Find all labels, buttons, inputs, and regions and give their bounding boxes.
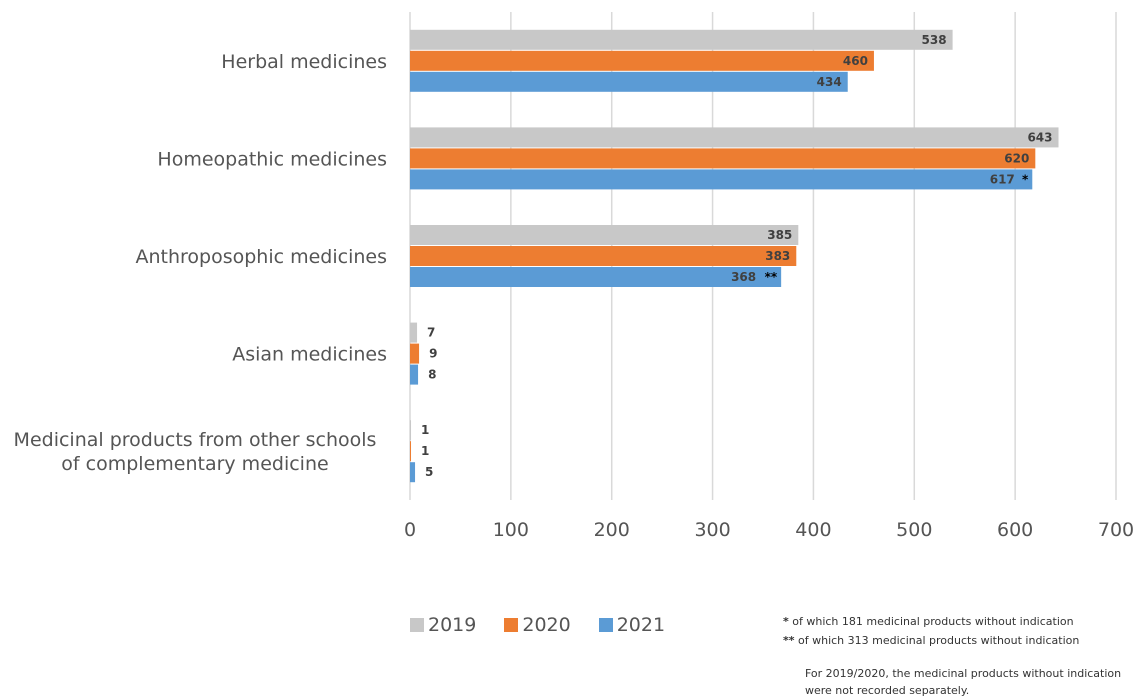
bar-2020 (410, 343, 420, 364)
bar-2021 (410, 364, 419, 385)
footnote-single-text: of which 181 medicinal products without … (792, 615, 1074, 628)
legend: 2019 2020 2021 (410, 614, 665, 636)
legend-label: 2019 (428, 614, 477, 636)
legend-swatch (410, 618, 424, 632)
value-label: 617 (990, 172, 1015, 186)
value-label: 620 (1004, 151, 1029, 165)
x-tick-label: 600 (997, 519, 1033, 541)
footnotes: * of which 181 medicinal products withou… (783, 612, 1079, 650)
x-tick-label: 100 (493, 519, 529, 541)
value-label: 9 (429, 347, 437, 361)
category-label: of complementary medicine (61, 453, 328, 475)
category-label: Homeopathic medicines (157, 148, 387, 170)
category-labels: Herbal medicines Homeopathic medicines Ant… (14, 51, 387, 475)
bar-2020 (410, 441, 412, 462)
legend-label: 2021 (616, 614, 666, 636)
bar-2021 (410, 71, 848, 92)
bar-2021 (410, 267, 782, 287)
legend-item-2021: 2021 (598, 614, 666, 636)
value-label: 1 (421, 444, 429, 458)
bar-2019 (410, 420, 412, 441)
value-label: 460 (843, 54, 868, 68)
x-tick-label: 0 (404, 519, 416, 541)
bar-2021 (410, 462, 416, 483)
category-label: Anthroposophic medicines (135, 246, 387, 268)
x-tick-label: 400 (795, 519, 831, 541)
bar-2020 (410, 148, 1036, 169)
bar-2019 (410, 29, 953, 50)
category-label: Herbal medicines (221, 51, 387, 73)
value-label: 7 (427, 326, 435, 340)
category-label: Asian medicines (232, 344, 387, 366)
legend-swatch (598, 618, 613, 632)
bar-2020 (410, 246, 797, 266)
legend-swatch (504, 618, 519, 632)
footnote-single: * of which 181 medicinal products withou… (783, 612, 1079, 631)
bar-2020 (410, 50, 874, 71)
value-label: 538 (922, 33, 947, 47)
legend-item-2019: 2019 (410, 614, 476, 636)
x-tick-label: 200 (594, 519, 630, 541)
x-tick-label: 500 (896, 519, 932, 541)
x-tick-label: 700 (1098, 519, 1134, 541)
value-label: 5 (425, 465, 433, 479)
footnote-marker: ** (765, 270, 778, 284)
legend-label: 2020 (522, 614, 571, 636)
value-label: 434 (817, 75, 842, 89)
footnote-extra: For 2019/2020, the medicinal products wi… (805, 667, 1122, 697)
footnote-double: ** of which 313 medicinal products witho… (783, 631, 1079, 650)
value-label: 8 (428, 368, 436, 382)
value-label: 1 (421, 423, 429, 437)
bar-2019 (410, 322, 418, 343)
x-tick-label: 300 (694, 519, 730, 541)
bar-2019 (410, 225, 799, 245)
value-label: 383 (765, 249, 790, 263)
value-label: 368 (731, 270, 756, 284)
legend-item-2020: 2020 (504, 614, 571, 636)
value-label: 385 (767, 228, 792, 242)
category-label: Medicinal products from other schools (14, 429, 377, 451)
footnote-marker: * (1022, 172, 1029, 186)
x-axis-tick-labels: 0 100 200 300 400 500 600 700 (404, 519, 1134, 541)
footnote-single-mark: * (783, 615, 789, 628)
bar-2019 (410, 127, 1059, 148)
footnote-double-text: of which 313 medicinal products without … (798, 634, 1080, 647)
bar-2021 (410, 169, 1033, 190)
value-label: 643 (1027, 130, 1052, 144)
footnote-double-mark: ** (783, 634, 795, 647)
